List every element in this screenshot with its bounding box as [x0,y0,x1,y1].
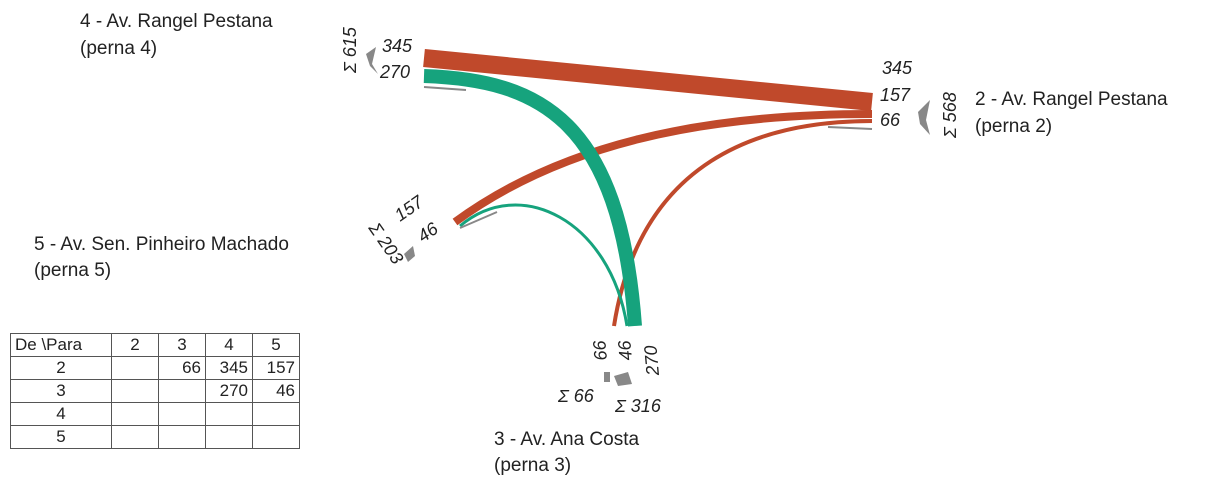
flow-sliver [423,86,467,91]
table-cell [158,402,206,426]
leg-3-name: 3 - Av. Ana Costa [494,429,639,450]
flow-2-to-4 [423,49,873,111]
leg-5-sum: Σ 203 [364,218,407,268]
leg-5-out-value: 46 [414,218,443,246]
table-cell [252,425,300,449]
table-column-header: 5 [252,333,300,357]
flow-sliver [459,211,498,229]
table-cell [205,425,253,449]
table-row-header: 3 [10,379,112,403]
leg-5-subtitle: (perna 5) [34,260,111,281]
table-row: 4 [10,402,300,426]
table-cell: 157 [252,356,300,380]
table-corner-header: De \Para [10,333,112,357]
table-column-header: 4 [205,333,253,357]
leg-3-flow-1: 66 [589,339,611,362]
leg-4-name: 4 - Av. Rangel Pestana [80,11,273,32]
table-header-row: De \Para 2 3 4 5 [10,333,300,357]
leg-4-subtitle: (perna 4) [80,38,157,59]
leg-2-sum: Σ 568 [940,92,960,139]
table-cell [111,379,159,403]
table-cell: 66 [158,356,206,380]
leg-2-subtitle: (perna 2) [975,116,1052,137]
table-row-header: 2 [10,356,112,380]
table-column-header: 3 [158,333,206,357]
table-cell [111,356,159,380]
leg-3-flow-2: 46 [614,339,636,362]
table-row-header: 5 [10,425,112,449]
table-cell [158,379,206,403]
leg-4-in-value: 345 [382,36,413,56]
od-matrix-table: De \Para 2 3 4 5 2 66 345 157 3 270 46 4… [10,333,300,449]
sum-marker-leg-4 [366,47,378,74]
leg-5-in-value: 157 [391,191,428,225]
table-cell: 46 [252,379,300,403]
table-row-header: 4 [10,402,112,426]
table-row: 2 66 345 157 [10,356,300,380]
table-cell [111,402,159,426]
table-cell [252,402,300,426]
table-cell [158,425,206,449]
flow-2-to-3 [612,119,873,327]
table-row: 5 [10,425,300,449]
leg-3-sum-out: Σ 316 [614,396,662,416]
leg-5-name: 5 - Av. Sen. Pinheiro Machado [34,234,289,255]
flow-3-to-4 [423,69,642,327]
leg-3-sum-in: Σ 66 [557,386,595,406]
leg-3-subtitle: (perna 3) [494,455,571,476]
table-cell [205,402,253,426]
flow-3-to-5 [459,203,629,327]
table-cell: 270 [205,379,253,403]
leg-4-sum: Σ 615 [340,26,360,74]
table-row: 3 270 46 [10,379,300,403]
leg-4-out-value: 270 [379,62,410,82]
leg-2-flow-2: 157 [880,85,911,105]
sum-marker-leg-3 [604,372,632,386]
leg-2-flow-1: 345 [882,58,913,78]
table-column-header: 2 [111,333,159,357]
flow-2-to-5 [452,110,873,226]
sum-marker-leg-2 [918,100,930,135]
leg-2-flow-3: 66 [880,110,901,130]
sum-marker-leg-5 [404,246,415,262]
flow-sliver [827,126,873,130]
table-cell [111,425,159,449]
leg-3-flow-3: 270 [640,345,663,378]
leg-2-name: 2 - Av. Rangel Pestana [975,89,1168,110]
table-cell: 345 [205,356,253,380]
